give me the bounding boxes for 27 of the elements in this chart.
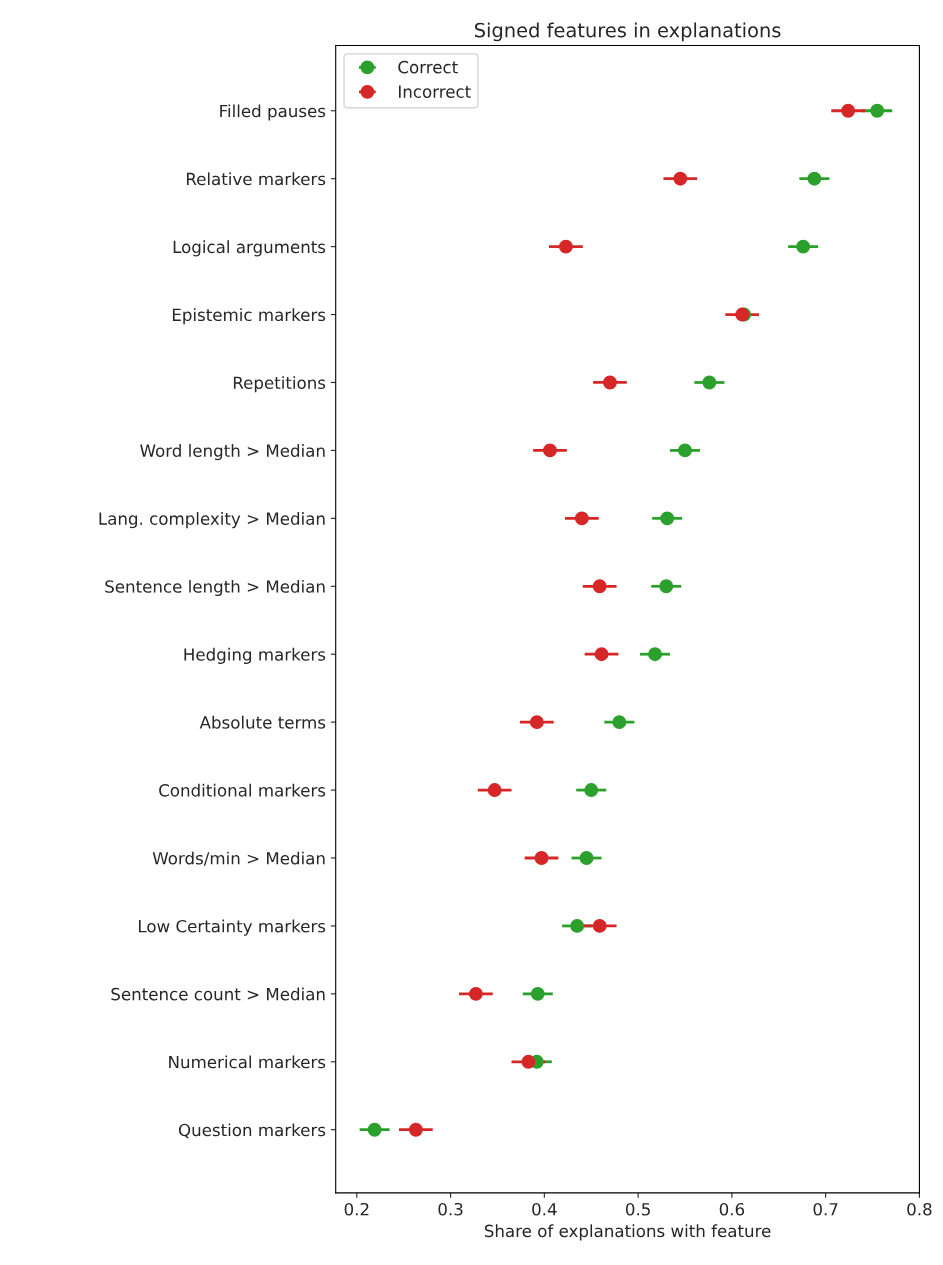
- x-tick-label: 0.2: [344, 1202, 369, 1216]
- chart-title: Signed features in explanations: [474, 22, 781, 42]
- x-tick-label: 0.5: [625, 1202, 650, 1216]
- x-tick-label: 0.6: [719, 1202, 745, 1216]
- y-tick-label: Filled pauses: [220, 104, 326, 121]
- y-tick-label: Low Certainty markers: [138, 919, 326, 936]
- legend-label: Correct: [398, 60, 458, 74]
- y-tick-label: Sentence count > Median: [111, 987, 325, 1001]
- y-tick-label: Relative markers: [186, 172, 326, 186]
- y-tick-label: Lang. complexity > Median: [99, 512, 325, 529]
- y-tick-label: Sentence length > Median: [105, 579, 325, 597]
- y-tick-label: Conditional markers: [159, 783, 326, 797]
- x-axis-title: Share of explanations with feature: [484, 1224, 771, 1241]
- y-tick-label: Logical arguments: [173, 240, 326, 257]
- y-tick-label: Absolute terms: [199, 715, 326, 729]
- y-tick-label: Repetitions: [233, 376, 326, 393]
- y-tick-label: Word length > Median: [140, 444, 325, 461]
- x-tick-label: 0.7: [813, 1202, 838, 1216]
- x-tick-label: 0.4: [532, 1202, 557, 1216]
- y-tick-label: Hedging markers: [184, 647, 326, 664]
- legend-label: Incorrect: [399, 85, 471, 98]
- x-tick-label: 0.8: [907, 1202, 932, 1216]
- y-tick-label: Numerical markers: [169, 1055, 326, 1069]
- y-tick-label: Question markers: [178, 1123, 326, 1139]
- y-tick-label: Epistemic markers: [172, 308, 326, 325]
- y-tick-label: Words/min > Median: [152, 851, 325, 866]
- x-tick-label: 0.3: [438, 1202, 463, 1216]
